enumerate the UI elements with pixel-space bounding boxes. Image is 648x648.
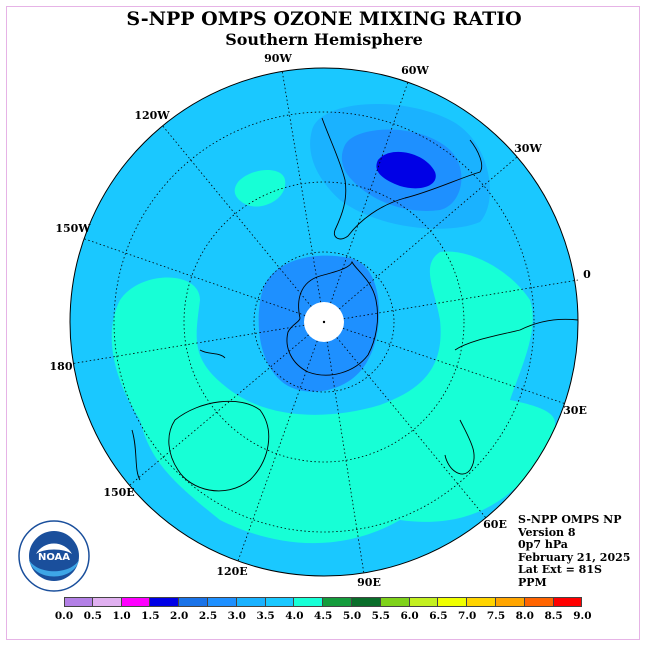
color-bar-swatch <box>150 597 180 607</box>
color-bar-label: 8.5 <box>544 610 563 622</box>
color-bar-swatch <box>92 597 122 607</box>
color-bar-label: 6.5 <box>429 610 448 622</box>
info-line-instrument: S-NPP OMPS NP <box>518 513 622 526</box>
color-bar-swatch <box>207 597 237 607</box>
graticule <box>69 69 579 575</box>
color-bar-label: 6.0 <box>400 610 419 622</box>
product-info: S-NPP OMPS NP Version 8 0p7 hPa February… <box>518 513 631 589</box>
noaa-logo-icon: NOAA <box>18 520 90 592</box>
color-bar-swatch <box>467 597 496 607</box>
plot-frame <box>6 6 640 640</box>
lon-label-30w: 30W <box>514 142 542 155</box>
color-bar-swatch <box>323 597 352 607</box>
color-bar-label: 5.5 <box>371 610 390 622</box>
color-bar-labels: 0.0 0.5 1.0 1.5 2.0 2.5 3.0 3.5 4.0 4.5 5.0 5.5 6.0 6… <box>0 610 648 624</box>
info-line-units: PPM <box>518 575 547 589</box>
color-bar-swatch <box>64 597 93 607</box>
lon-label-60e: 60E <box>483 518 507 531</box>
color-bar-swatch <box>265 597 295 607</box>
color-bar-swatch <box>553 597 583 607</box>
color-bar-swatch <box>351 597 381 607</box>
page-title: S-NPP OMPS OZONE MIXING RATIO <box>126 8 522 30</box>
color-bar-label: 0.5 <box>83 610 102 622</box>
color-bar-label: 0.0 <box>54 610 74 622</box>
lon-label-60w: 60W <box>401 64 429 77</box>
color-bar-label: 3.0 <box>227 610 246 622</box>
info-line-latext: Lat Ext = 81S <box>518 563 602 576</box>
longitude-labels: 90W 60W 30W 0 30E 60E 90E 120E 150E 180 … <box>50 52 592 589</box>
color-bar-swatch <box>524 597 554 607</box>
color-bar-label: 1.0 <box>112 610 131 622</box>
color-bar-label: 7.5 <box>486 610 506 622</box>
lon-label-150w: 150W <box>55 222 91 235</box>
lon-label-120w: 120W <box>134 109 170 122</box>
color-bar-label: 2.5 <box>198 610 218 622</box>
pole-point <box>322 320 326 324</box>
color-bar-label: 4.5 <box>314 610 333 622</box>
lon-label-90e: 90E <box>357 576 381 589</box>
color-bar-label: 8.0 <box>515 610 534 622</box>
color-bar-swatch <box>409 597 439 607</box>
field-high-spot <box>234 170 286 207</box>
color-bar-swatch <box>121 597 151 607</box>
field-high-band <box>111 251 556 544</box>
color-bar-label: 9.0 <box>573 610 592 622</box>
lon-label-120e: 120E <box>216 565 247 578</box>
color-bar-label: 5.0 <box>342 610 362 622</box>
color-bar-label: 4.0 <box>285 610 304 622</box>
color-bar-label: 1.5 <box>141 610 160 622</box>
page-subtitle: Southern Hemisphere <box>225 30 423 49</box>
lon-label-180: 180 <box>50 360 73 373</box>
info-line-date: February 21, 2025 <box>518 550 631 564</box>
lon-label-90w: 90W <box>264 52 292 65</box>
color-bar-label: 7.0 <box>458 610 477 622</box>
field-low-core <box>376 151 436 189</box>
color-bar-swatch <box>179 597 208 607</box>
color-bar-swatch <box>380 597 410 607</box>
lon-label-150e: 150E <box>103 486 134 499</box>
color-bar-swatch <box>236 597 266 607</box>
lon-label-0: 0 <box>583 268 591 281</box>
map-boundary <box>69 67 579 577</box>
coastlines <box>131 117 579 492</box>
info-line-version: Version 8 <box>518 525 576 539</box>
color-bar-label: 2.0 <box>170 610 189 622</box>
info-line-level: 0p7 hPa <box>518 538 568 551</box>
noaa-logo-text: NOAA <box>38 552 70 563</box>
color-bar-swatch <box>294 597 324 607</box>
color-bar-swatch <box>438 597 468 607</box>
color-bar <box>64 597 583 607</box>
lon-label-30e: 30E <box>563 404 587 417</box>
color-bar-swatch <box>495 597 525 607</box>
color-bar-label: 3.5 <box>256 610 275 622</box>
